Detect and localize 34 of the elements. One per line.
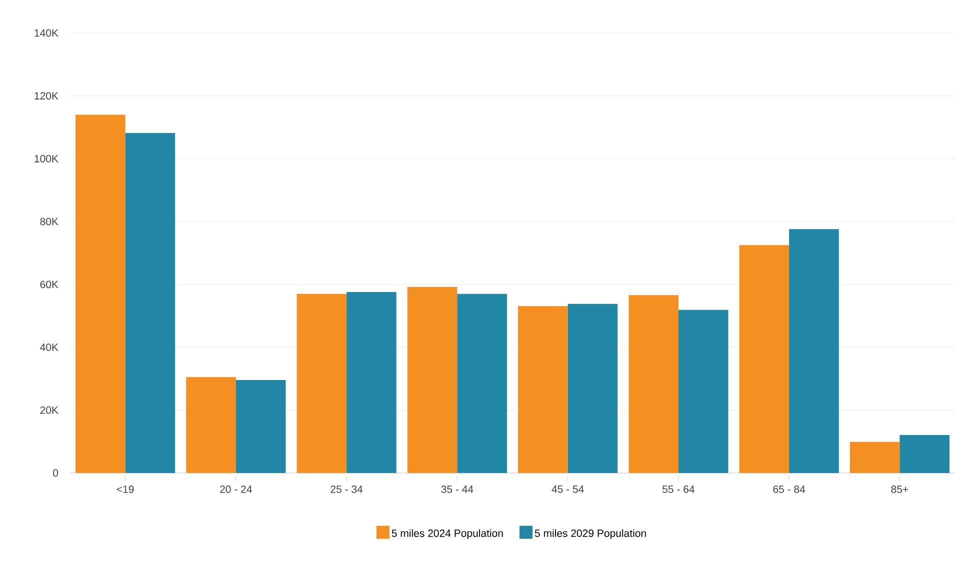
legend-label: 5 miles 2029 Population (534, 529, 646, 540)
y-tick-label: 140K (34, 29, 58, 37)
y-tick-label: 60K (40, 280, 58, 288)
bar (296, 294, 347, 473)
bar (518, 306, 568, 473)
x-tick-label: 20 - 24 (220, 486, 252, 493)
bar (628, 295, 678, 473)
bar (407, 286, 458, 473)
y-tick-label: 120K (34, 92, 58, 100)
x-tick-label: <19 (116, 486, 134, 493)
bar (125, 132, 176, 473)
y-tick-label: 0 (53, 469, 58, 477)
bar (236, 380, 286, 473)
bar (678, 310, 728, 473)
bar (789, 229, 839, 473)
x-tick-label: 85+ (891, 486, 908, 493)
x-tick-label: 25 - 34 (330, 486, 363, 493)
bar (739, 245, 790, 473)
bar (186, 377, 236, 473)
x-tick-label: 55 - 64 (662, 486, 694, 493)
bar (568, 304, 618, 473)
y-tick-label: 80K (40, 218, 58, 226)
y-tick-label: 100K (34, 155, 58, 162)
legend-label: 5 miles 2024 Population (392, 529, 503, 540)
bar (76, 114, 126, 473)
bar (346, 292, 396, 473)
y-tick-label: 20K (40, 406, 58, 414)
bar (900, 434, 950, 473)
x-tick-label: 65 - 84 (773, 486, 806, 493)
bar (457, 294, 507, 473)
x-tick-label: 45 - 54 (552, 486, 584, 493)
x-tick-label: 35 - 44 (441, 486, 474, 493)
bar (850, 442, 900, 473)
y-tick-label: 40K (40, 344, 58, 352)
